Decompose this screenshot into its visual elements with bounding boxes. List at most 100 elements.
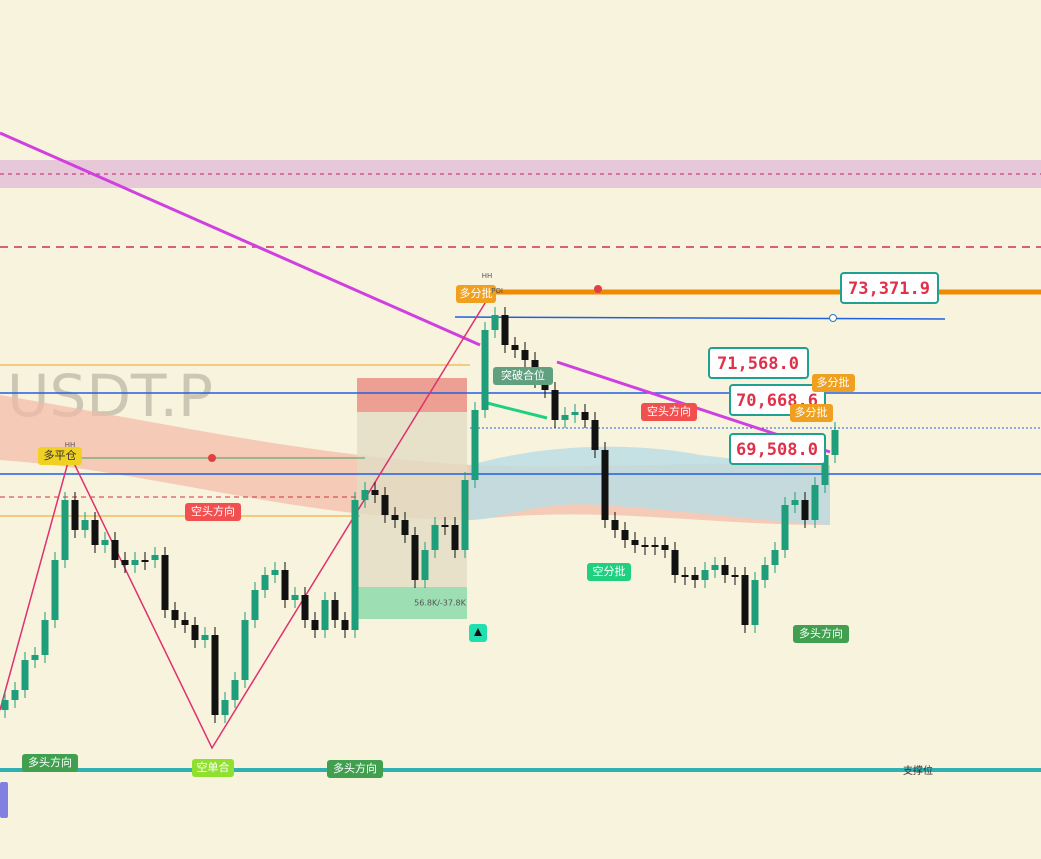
stop-zone <box>357 378 467 412</box>
callout <box>729 433 826 465</box>
candle-body <box>801 500 809 520</box>
signal-tag: 多分批 <box>460 286 493 300</box>
candle-body <box>791 500 799 505</box>
candle-body <box>151 555 159 560</box>
candle-body <box>581 412 589 420</box>
candle-body <box>741 575 749 625</box>
candle-body <box>81 520 89 530</box>
candle-body <box>101 540 109 545</box>
candle-body <box>521 350 529 360</box>
signal-tag: 空分批 <box>593 564 626 578</box>
tag-bg <box>790 404 833 422</box>
candle-body <box>401 520 409 535</box>
candle-body <box>271 570 279 575</box>
signal-tag: 多平仓 <box>44 448 77 462</box>
candle-body <box>391 515 399 520</box>
dot <box>594 285 602 293</box>
candle-body <box>661 545 669 550</box>
signal-tag: 多头方向 <box>333 761 377 775</box>
signal-tag: 空头方向 <box>647 404 691 418</box>
volume-delta: 56.8K/-37.8K <box>414 599 466 608</box>
signal-tags: 多分批 多分批 多分批 空头方向 空头方向 多平仓 空分批 多头方向 多头方向 … <box>22 285 855 778</box>
candle-body <box>121 560 129 565</box>
candle-body <box>631 540 639 545</box>
callout <box>840 272 939 304</box>
candle-body <box>471 410 479 480</box>
candle-body <box>41 620 49 655</box>
candle-body <box>231 680 239 700</box>
tag-bg <box>192 759 234 777</box>
candle-body <box>221 700 229 715</box>
candle-body <box>311 620 319 630</box>
candle-body <box>551 390 559 420</box>
dot <box>829 314 837 322</box>
trendline <box>0 131 481 347</box>
signal-tag: 突破合位 <box>501 368 545 382</box>
candle-body <box>141 560 149 562</box>
tag-bg <box>22 754 78 772</box>
tag-bg <box>327 760 383 778</box>
candle-body <box>201 635 209 640</box>
candle-body <box>351 500 359 630</box>
candle-body <box>421 550 429 580</box>
tag-bg <box>793 625 849 643</box>
candle-body <box>701 570 709 580</box>
dot <box>208 454 216 462</box>
candle-body <box>441 525 449 527</box>
candle-body <box>21 660 29 690</box>
candle-body <box>491 315 499 330</box>
candle-body <box>641 545 649 547</box>
candle-body <box>831 430 839 455</box>
target-zone <box>357 587 467 619</box>
candle-body <box>431 525 439 550</box>
candle-body <box>301 595 309 620</box>
candle-body <box>691 575 699 580</box>
candle-body <box>601 450 609 520</box>
candle-body <box>821 455 829 485</box>
candle-body <box>761 565 769 580</box>
hh-marker: HH <box>65 441 76 449</box>
candle-body <box>381 495 389 515</box>
candle-body <box>211 635 219 715</box>
signal-tag: 多分批 <box>817 375 850 389</box>
candle-body <box>181 620 189 625</box>
candle-body <box>671 550 679 575</box>
signal-line <box>486 401 548 420</box>
cloud <box>470 446 830 525</box>
tag-bg <box>38 447 82 465</box>
price-callouts: 73,371.9 71,568.0 70,668.6 69,508.0 <box>708 272 939 465</box>
candle-body <box>451 525 459 550</box>
poi-marker: POI <box>491 287 503 295</box>
signal-tag: 空单合 <box>197 760 230 774</box>
candle-body <box>571 412 579 415</box>
candle-body <box>171 610 179 620</box>
candle-body <box>291 595 299 600</box>
tag-bg <box>185 503 241 521</box>
tag-bg <box>641 403 697 421</box>
candle-body <box>341 620 349 630</box>
price-label: 69,508.0 <box>736 440 818 460</box>
candle-body <box>771 550 779 565</box>
candle-body <box>751 580 759 625</box>
candle-body <box>51 560 59 620</box>
signal-tag: 多头方向 <box>28 755 72 769</box>
candle-body <box>111 540 119 560</box>
price-label: 71,568.0 <box>717 354 799 374</box>
candle-body <box>191 625 199 640</box>
candle-body <box>11 690 19 700</box>
candle-body <box>161 555 169 610</box>
candle-body <box>811 485 819 520</box>
signal-tag: 空头方向 <box>191 504 235 518</box>
candle-body <box>681 575 689 577</box>
candle-body <box>321 600 329 630</box>
candle-body <box>461 480 469 550</box>
candle-body <box>561 415 569 420</box>
support-label: 支撑位 <box>903 764 933 777</box>
candle-body <box>251 590 259 620</box>
candle-body <box>331 600 339 620</box>
side-handle <box>0 782 8 818</box>
candle-body <box>91 520 99 545</box>
candle-body <box>71 500 79 530</box>
tag-bg <box>587 563 631 581</box>
